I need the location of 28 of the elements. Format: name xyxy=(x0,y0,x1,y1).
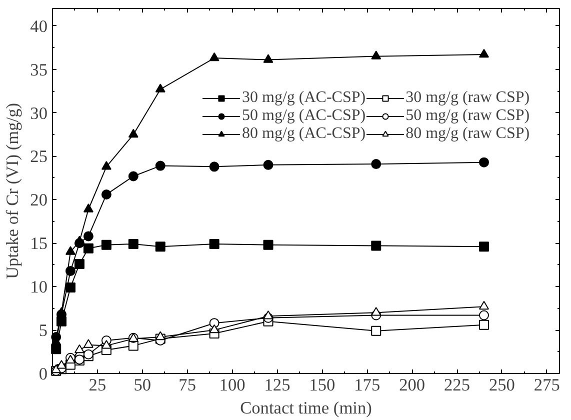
y-axis-title: Uptake of Cr (VI) (mg/g) xyxy=(3,102,22,280)
x-tick-label: 25 xyxy=(88,376,106,394)
x-tick-label: 200 xyxy=(399,376,426,394)
x-axis-title: Contact time (min) xyxy=(240,398,372,418)
y-tick-label: 15 xyxy=(30,234,48,254)
x-tick-label: 75 xyxy=(178,376,196,394)
y-tick-label: 25 xyxy=(30,147,48,166)
y-tick-label: 35 xyxy=(30,60,48,80)
x-tick-label: 150 xyxy=(309,376,336,394)
legend-label: 30 mg/g (raw CSP) xyxy=(406,89,530,107)
y-tick-label: 20 xyxy=(30,190,48,210)
x-tick-label: 125 xyxy=(264,376,290,394)
legend-label: 80 mg/g (AC-CSP) xyxy=(242,125,366,143)
legend-label: 80 mg/g (raw CSP) xyxy=(406,125,530,143)
x-tick-label: 225 xyxy=(444,376,470,394)
y-tick-label: 40 xyxy=(30,16,48,36)
x-tick-label: 50 xyxy=(134,376,152,394)
legend-label: 50 mg/g (AC-CSP) xyxy=(242,107,366,125)
y-tick-label: 10 xyxy=(30,278,48,297)
y-tick-label: 30 xyxy=(30,104,48,123)
y-tick-label: 5 xyxy=(38,321,48,340)
x-tick-label: 275 xyxy=(534,376,560,394)
x-tick-label: 100 xyxy=(219,376,246,394)
legend-label: 30 mg/g (AC-CSP) xyxy=(242,89,366,107)
x-tick-label: 250 xyxy=(488,376,515,394)
x-tick-label: 175 xyxy=(354,376,380,394)
legend-label: 50 mg/g (raw CSP) xyxy=(406,107,530,125)
y-tick-label: 0 xyxy=(38,364,48,384)
